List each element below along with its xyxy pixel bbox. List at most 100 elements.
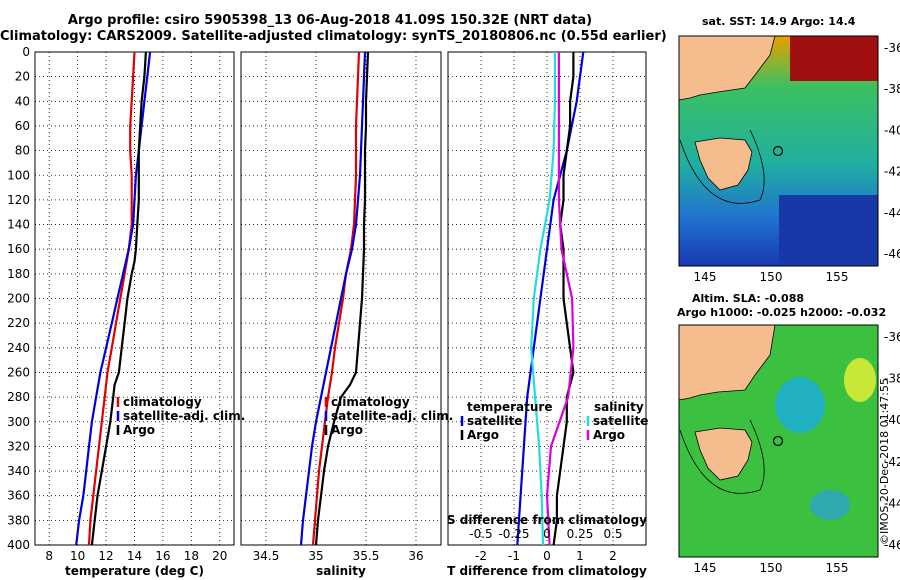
- salinity-legend-label: satellite-adj. clim.: [331, 409, 453, 423]
- depth-tick-label: 100: [7, 168, 30, 182]
- panel-salinity: 34.5 35 35.5 36 salinity: [240, 51, 442, 578]
- depth-tick-label: 80: [15, 144, 30, 158]
- depth-tick-label: 140: [7, 218, 30, 232]
- sst-map-title: sat. SST: 14.9 Argo: 14.4: [702, 15, 856, 28]
- salinity-x-tick-label: 35: [308, 549, 323, 563]
- salinity-x-tick-label: 35.5: [353, 549, 380, 563]
- depth-tick-label: 280: [7, 390, 30, 404]
- salinity-legend-label: climatology: [331, 395, 410, 409]
- map-lon-tick-label: 155: [826, 270, 849, 284]
- mainland-australia: [678, 35, 776, 101]
- diff-secondary-tick-label: 0.25: [567, 527, 594, 541]
- temperature-legend-label: satellite-adj. clim.: [123, 409, 245, 423]
- map-lon-tick-label: 150: [760, 561, 783, 575]
- temperature-x-tick-label: 16: [155, 549, 170, 563]
- tasmania-2: [694, 427, 753, 481]
- diff-legend-t-label: satellite: [467, 414, 522, 428]
- depth-tick-label: 120: [7, 193, 30, 207]
- tasmania: [694, 137, 753, 191]
- sla-low-anomaly: [775, 377, 825, 433]
- diff-legend-salinity-title: salinity: [594, 400, 644, 414]
- map-lat-tick-label: -46: [884, 247, 900, 261]
- temperature-x-tick-label: 14: [127, 549, 142, 563]
- depth-tick-label: 320: [7, 439, 30, 453]
- map-lon-tick-label: 150: [760, 270, 783, 284]
- panel-differences: -2 -1 0 1 2T difference from climatology: [447, 51, 647, 578]
- depth-tick-label: 220: [7, 316, 30, 330]
- map-lon-tick-label: 155: [826, 561, 849, 575]
- temperature-legend-label: Argo: [123, 423, 155, 437]
- differences-series-s-argo: [545, 52, 575, 546]
- sla-map-title-line2: Argo h1000: -0.025 h2000: -0.032: [677, 306, 887, 319]
- depth-tick-label: 160: [7, 242, 30, 256]
- salinity-series-climatology: [311, 51, 361, 546]
- map-lat-tick-label: -40: [884, 413, 900, 427]
- credit-text: ©IMOS 20-Dec-2018 01:47:55: [878, 378, 891, 545]
- map-lat-tick-label: -42: [884, 165, 900, 179]
- diff-legend-s-label: satellite: [593, 414, 648, 428]
- sla-map-title-line1: Altim. SLA: -0.088: [692, 292, 805, 305]
- map-lat-tick-label: -40: [884, 123, 900, 137]
- differences-x-axis-label: T difference from climatology: [447, 564, 647, 578]
- depth-tick-label: 180: [7, 267, 30, 281]
- temperature-frame: [34, 51, 235, 546]
- temperature-x-tick-label: 12: [98, 549, 113, 563]
- diff-secondary-axis-label: S difference from climatology: [447, 513, 647, 527]
- depth-tick-label: 260: [7, 365, 30, 379]
- depth-tick-label: 60: [15, 119, 30, 133]
- differences-series-t-argo: [552, 52, 575, 546]
- salinity-series-satellite-adj-clim-: [299, 51, 367, 546]
- depth-contour-2: [679, 419, 765, 494]
- diff-secondary-tick-label: 0: [543, 527, 551, 541]
- depth-tick-label: 40: [15, 94, 30, 108]
- differences-x-tick-label: 2: [609, 549, 617, 563]
- panel-temperature: 8 10 12 14 16 18 20 temperature (deg C): [34, 51, 235, 578]
- temperature-series-argo: [90, 51, 147, 546]
- temperature-x-tick-label: 8: [45, 549, 53, 563]
- differences-series-s-satellite: [530, 52, 557, 546]
- depth-tick-label: 400: [7, 538, 30, 552]
- salinity-x-tick-label: 34.5: [253, 549, 280, 563]
- sla-east-high: [844, 358, 876, 402]
- map-lat-tick-label: -42: [884, 455, 900, 469]
- temperature-x-axis-label: temperature (deg C): [65, 564, 204, 578]
- map-lat-tick-label: -38: [884, 82, 900, 96]
- depth-tick-label: 240: [7, 341, 30, 355]
- differences-x-tick-label: -2: [475, 549, 487, 563]
- depth-tick-label: 20: [15, 70, 30, 84]
- salinity-series-argo: [314, 51, 370, 546]
- diff-legend-temperature-title: temperature: [467, 400, 552, 414]
- depth-tick-label: 200: [7, 292, 30, 306]
- diff-legend-t-label: Argo: [467, 428, 499, 442]
- map-lon-tick-label: 145: [694, 561, 717, 575]
- map-lon-tick-label: 145: [694, 270, 717, 284]
- temperature-x-tick-label: 18: [184, 549, 199, 563]
- map-lat-tick-label: -44: [884, 496, 900, 510]
- depth-axis: 0 20 40 60 80 100 120 140 160 180 200 220 240 260 280 3…: [7, 45, 30, 552]
- depth-tick-label: 380: [7, 513, 30, 527]
- temperature-legend-label: climatology: [123, 395, 202, 409]
- mainland-australia-2: [678, 324, 776, 401]
- diff-legend-s-label: Argo: [593, 428, 625, 442]
- salinity-legend-label: Argo: [331, 423, 363, 437]
- salinity-x-axis-label: salinity: [316, 564, 366, 578]
- sla-map-frame: [678, 324, 879, 558]
- map-lat-tick-label: -46: [884, 538, 900, 552]
- differences-x-tick-label: 1: [576, 549, 584, 563]
- map-lat-tick-label: -44: [884, 206, 900, 220]
- argo-position-marker-2: [772, 435, 784, 447]
- depth-tick-label: 340: [7, 464, 30, 478]
- sst-cold-region: [779, 195, 878, 266]
- depth-tick-label: 300: [7, 415, 30, 429]
- sst-warm-core: [790, 36, 878, 81]
- figure-title-line2: Climatology: CARS2009. Satellite-adjuste…: [0, 29, 667, 44]
- argo-position-marker: [772, 145, 784, 157]
- depth-contour: [679, 129, 765, 204]
- sst-map: [678, 35, 879, 267]
- differences-x-tick-label: 0: [543, 549, 551, 563]
- temperature-x-tick-label: 10: [70, 549, 85, 563]
- temperature-x-tick-label: 20: [212, 549, 227, 563]
- map-lat-tick-label: -38: [884, 372, 900, 386]
- diff-secondary-tick-label: -0.5: [469, 527, 492, 541]
